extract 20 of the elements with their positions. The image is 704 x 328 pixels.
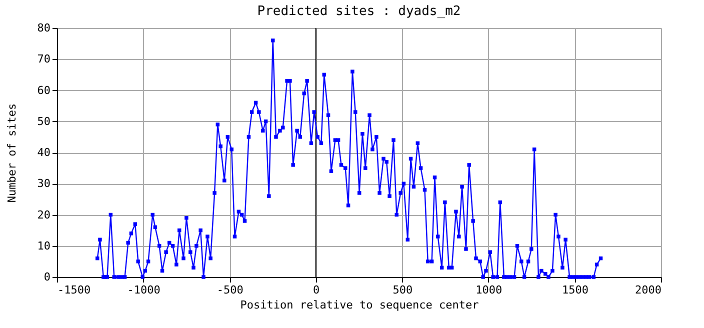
chart-title: Predicted sites : dyads_m2 xyxy=(257,4,461,19)
x-tick-label: 2000 xyxy=(635,284,662,296)
y-tick-label: 70 xyxy=(37,52,50,66)
y-axis-title: Number of sites xyxy=(5,103,18,203)
x-tick-label: 0 xyxy=(313,284,320,296)
y-tick-label: 60 xyxy=(37,84,50,97)
y-tick-label: 80 xyxy=(37,22,50,34)
x-tick-label: -1000 xyxy=(127,284,160,296)
x-tick-label: 1000 xyxy=(476,284,502,296)
x-tick-label: 500 xyxy=(392,284,413,296)
y-tick-label: 50 xyxy=(37,114,50,128)
x-tick-label: -1500 xyxy=(58,284,91,296)
x-tick-label: -500 xyxy=(216,284,244,296)
x-tick-label: 1500 xyxy=(562,284,588,296)
y-tick-label: 40 xyxy=(37,146,50,159)
y-tick-label: 20 xyxy=(37,208,50,222)
y-tick-label: 10 xyxy=(37,239,50,252)
y-tick-label: 30 xyxy=(37,177,50,190)
x-axis-title: Position relative to sequence center xyxy=(240,298,480,312)
y-tick-label: 0 xyxy=(44,270,50,284)
